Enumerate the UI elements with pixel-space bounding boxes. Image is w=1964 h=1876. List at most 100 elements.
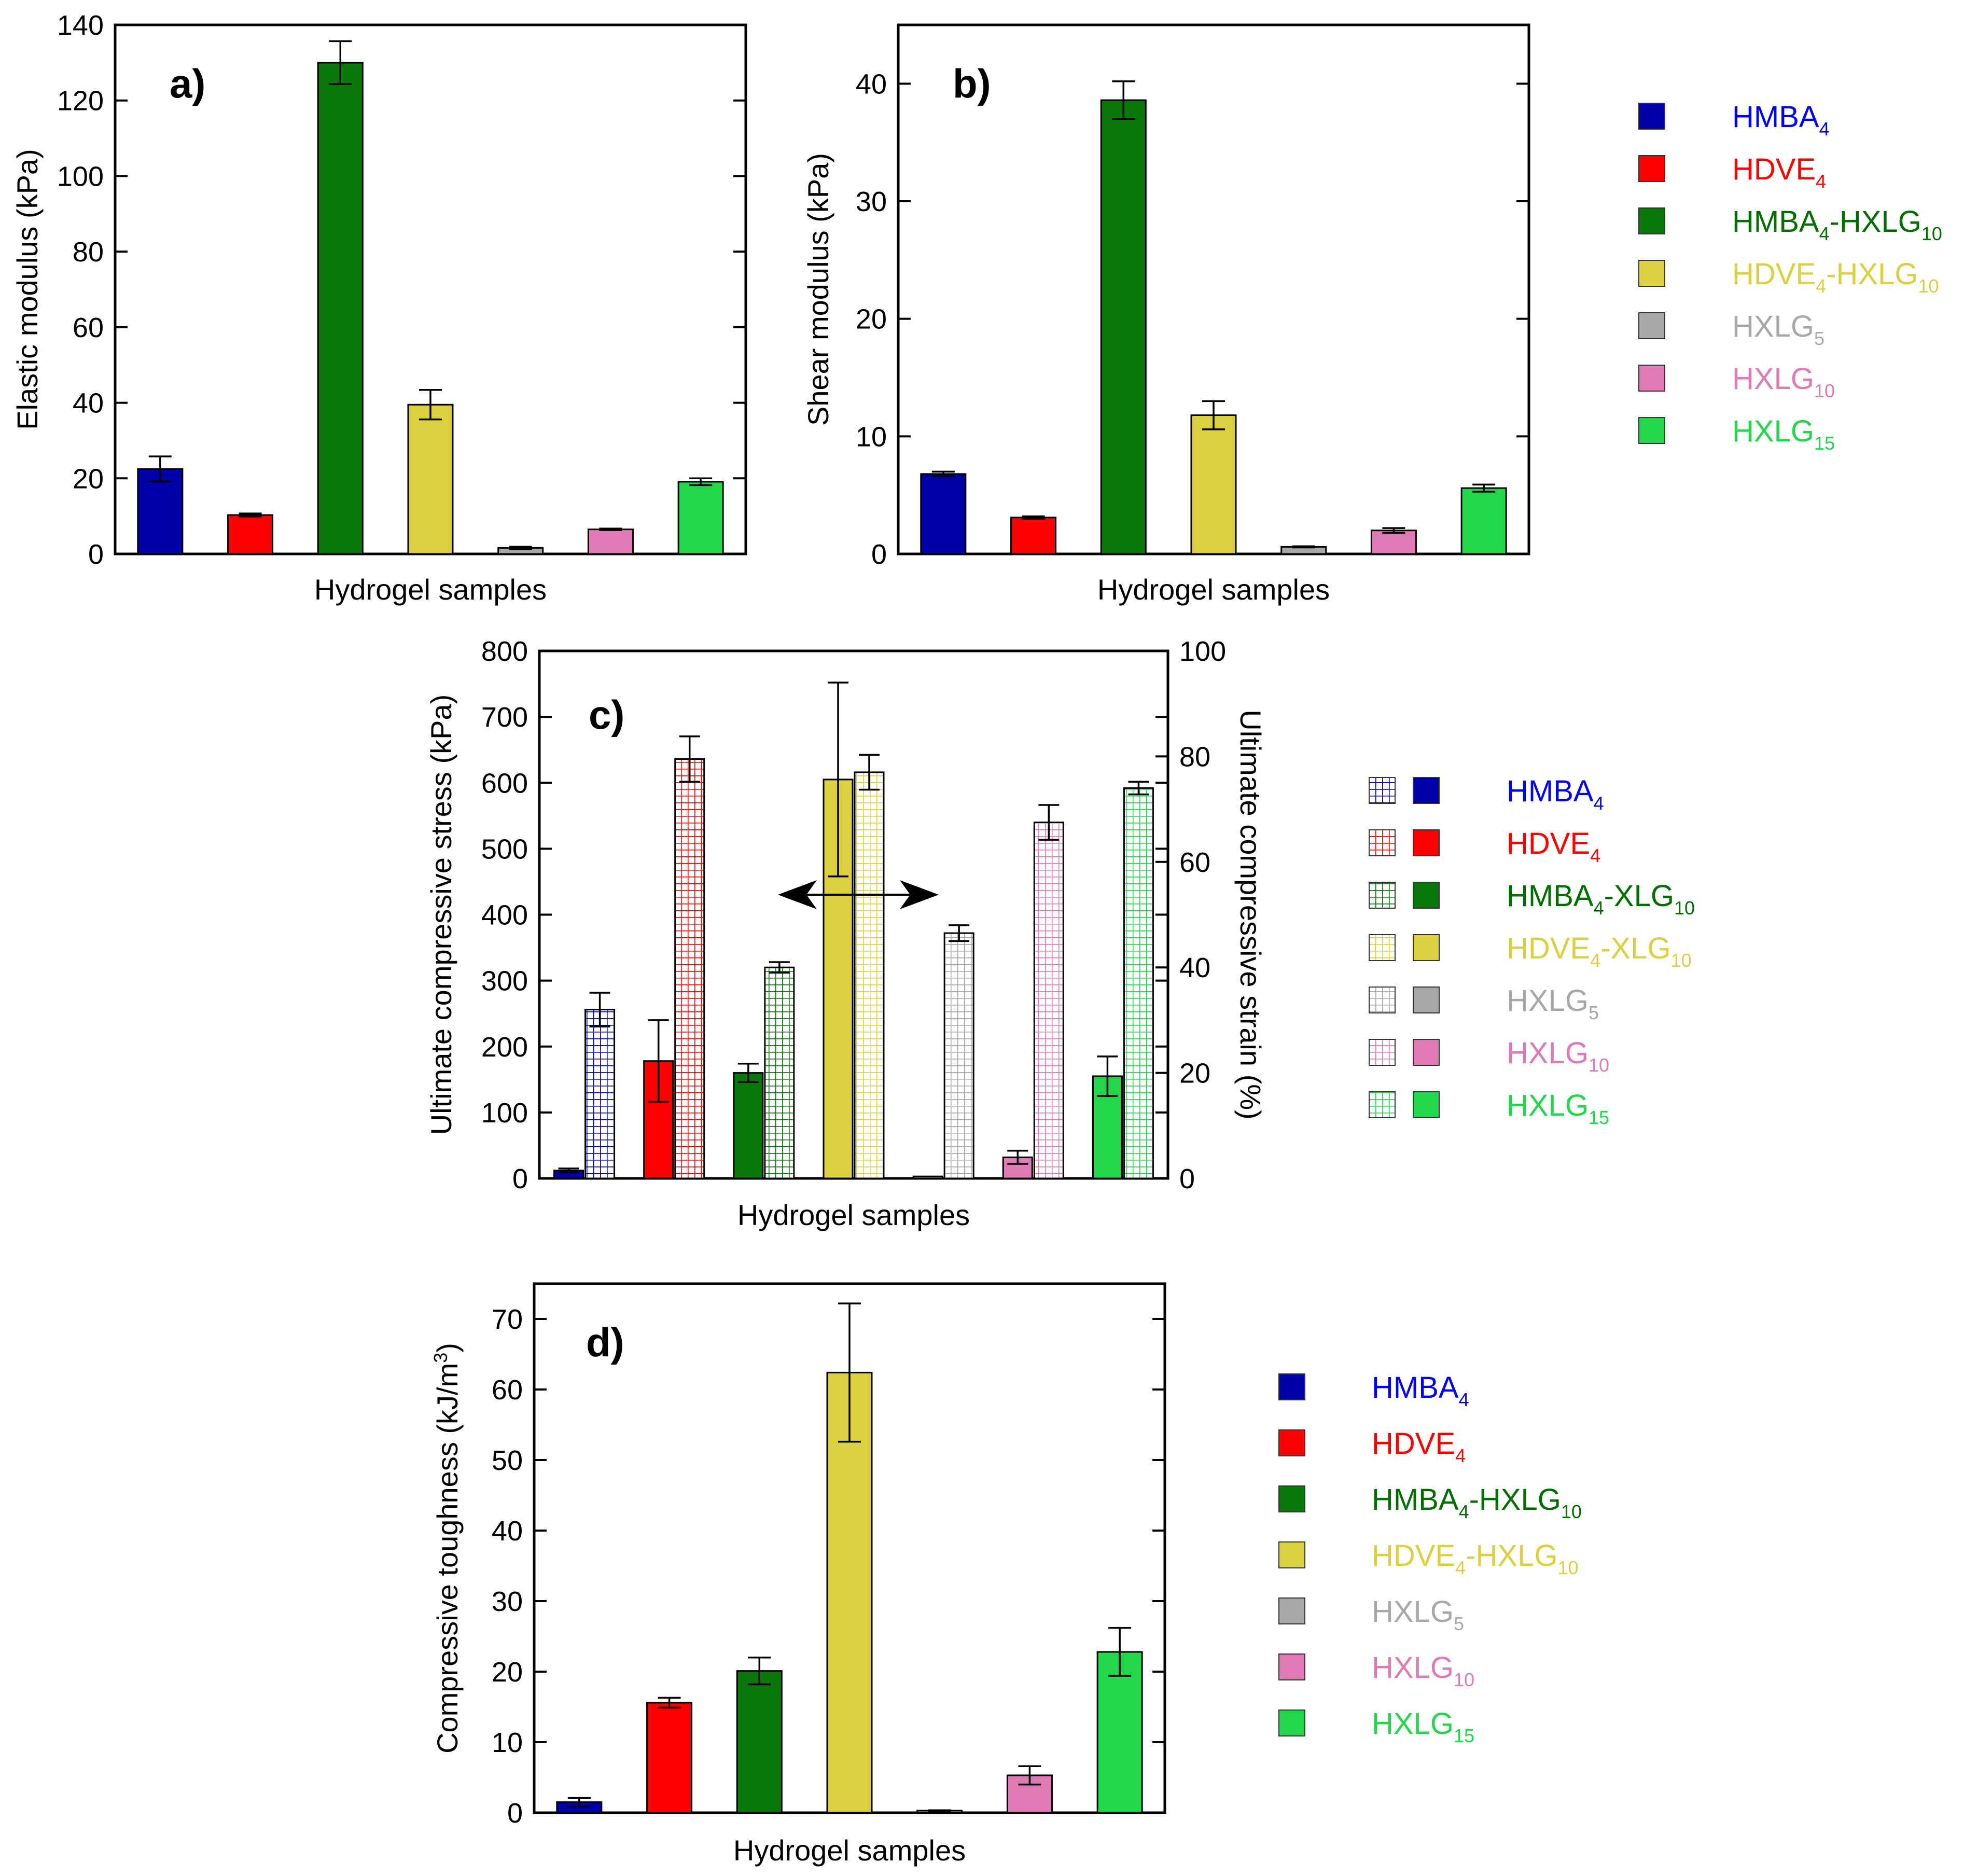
- y-tick-label: 0: [871, 539, 887, 570]
- legend-label: HMBA4: [1372, 1371, 1469, 1410]
- legend-item-HMBA4-HXLG10: HMBA4-HXLG10: [1278, 1483, 1582, 1522]
- legend-swatch: [1638, 260, 1665, 287]
- y-axis-label-tail: ): [431, 1343, 464, 1353]
- legend-label-sub2: 10: [1557, 1557, 1578, 1578]
- legend-label-sub2: 10: [1918, 275, 1939, 297]
- legend-label: HXLG15: [1372, 1707, 1474, 1746]
- legend-swatch: [1278, 1373, 1305, 1400]
- y-axis-label-main: Compressive toughness (kJ/m: [431, 1363, 464, 1754]
- legend-swatch-solid: [1413, 829, 1440, 856]
- legend-label: HXLG10: [1732, 362, 1835, 401]
- strain-bar-HDVE4: [674, 758, 705, 1179]
- legend-swatch-solid: [1413, 777, 1440, 804]
- legend-label-main: HMBA: [1507, 879, 1594, 913]
- legend-label-sub: 15: [1454, 1725, 1474, 1746]
- legend-swatch-solid: [1413, 882, 1440, 909]
- legend-swatch: [1638, 103, 1665, 130]
- legend-label-sub: 10: [1814, 380, 1835, 401]
- legend-label-sub: 5: [1589, 1002, 1599, 1023]
- y2-tick-label: 0: [1179, 1163, 1195, 1194]
- legend-label-main: HXLG: [1732, 310, 1814, 343]
- legend-label-main: HXLG: [1372, 1651, 1454, 1685]
- legend-item-HDVE4: HDVE4: [1369, 827, 1600, 866]
- legend-label-main: HDVE: [1732, 257, 1816, 291]
- legend-label-main: HXLG: [1507, 1036, 1589, 1070]
- y2-tick-label: 40: [1179, 952, 1210, 983]
- panel-label: a): [170, 61, 205, 106]
- y-axis-label: Compressive toughness (kJ/m3): [430, 1343, 464, 1754]
- legend-item-HDVE4-HXLG10: HDVE4-HXLG10: [1638, 257, 1939, 297]
- legend-item-HXLG15: HXLG15: [1278, 1707, 1474, 1746]
- y-tick-label: 40: [73, 388, 104, 419]
- legend-item-HXLG5: HXLG5: [1638, 310, 1824, 349]
- legend-swatch-hatched: [1369, 829, 1396, 856]
- legend-item-HXLG10: HXLG10: [1638, 362, 1835, 401]
- y-tick-label: 100: [481, 1097, 528, 1129]
- legend-label-sub2: 10: [1921, 223, 1942, 244]
- legend-label: HXLG5: [1372, 1595, 1464, 1634]
- legend-item-HMBA4-HXLG10: HMBA4-HXLG10: [1638, 205, 1942, 244]
- legend-label-main: HXLG: [1372, 1707, 1454, 1741]
- x-axis-label: Hydrogel samples: [733, 1834, 966, 1867]
- y-tick-label: 700: [481, 702, 528, 733]
- y-tick-label: 600: [481, 768, 528, 799]
- legend-swatch-hatched: [1369, 986, 1396, 1013]
- y2-tick-label: 20: [1179, 1058, 1210, 1089]
- legend-swatch: [1638, 312, 1665, 339]
- y-tick-label: 40: [856, 68, 887, 100]
- legend-label-main: HDVE: [1507, 827, 1590, 860]
- legend-item-HMBA4: HMBA4: [1638, 100, 1830, 140]
- y-tick-label: 60: [73, 312, 104, 343]
- legend-label: HXLG15: [1507, 1089, 1609, 1128]
- x-axis-label: Hydrogel samples: [314, 573, 547, 606]
- legend-label-main: HDVE: [1372, 1427, 1455, 1461]
- legend-label-sub: 4: [1816, 171, 1826, 192]
- legend-panel-d: HMBA4HDVE4HMBA4-HXLG10HDVE4-HXLG10HXLG5H…: [1278, 1371, 1582, 1746]
- y-tick-label: 80: [73, 237, 104, 268]
- y-tick-label: 40: [492, 1516, 523, 1547]
- y-axis-label: Shear modulus (kPa): [802, 153, 834, 426]
- y-tick-label: 0: [88, 539, 104, 570]
- y-tick-label: 500: [481, 833, 528, 865]
- panel-label: c): [589, 692, 624, 738]
- y-axis-label-sup: 3: [430, 1353, 451, 1363]
- panel-b-shear-modulus: 0 10 20 30 40 b) Hydrogel samples Shear modulus…: [802, 23, 1530, 606]
- y-tick-label: 70: [492, 1304, 523, 1335]
- legend-item-HXLG10: HXLG10: [1369, 1036, 1609, 1076]
- legend-item-HDVE4-HXLG10: HDVE4-XLG10: [1369, 932, 1692, 971]
- y-tick-label: 20: [492, 1657, 523, 1688]
- strain-bar-HDVE4-HXLG10: [854, 771, 885, 1179]
- legend-label-sub: 4: [1819, 223, 1830, 244]
- y-tick-label: 100: [57, 161, 104, 192]
- legend-label-sub: 4: [1590, 845, 1600, 866]
- y-tick-label: 400: [481, 900, 528, 931]
- legend-label-main: HMBA: [1372, 1371, 1459, 1405]
- legend-label-sub: 4: [1455, 1445, 1466, 1466]
- legend-label-main: HXLG: [1372, 1595, 1454, 1629]
- y-axis-label: Elastic modulus (kPa): [11, 149, 44, 430]
- legend-swatch-hatched: [1369, 882, 1396, 909]
- legend-swatch-hatched: [1369, 934, 1396, 961]
- y-tick-label: 200: [481, 1032, 528, 1063]
- legend-swatch-solid: [1413, 1039, 1440, 1066]
- panel-a-elastic-modulus: 0 20 40 60 80 100 120 140 a) Hydrogel samples Elas…: [11, 10, 747, 606]
- legend-swatch: [1278, 1541, 1305, 1568]
- legend-label-sub: 4: [1594, 793, 1604, 814]
- legend-swatch-hatched: [1369, 1039, 1396, 1066]
- left-arrow-head: [778, 880, 817, 909]
- bar-HMBA4-HXLG10: [1100, 99, 1147, 555]
- y-tick-label: 20: [856, 304, 887, 335]
- y2-tick-label: 80: [1179, 741, 1210, 772]
- bar-HMBA4-HXLG10: [317, 62, 364, 555]
- panel-label: b): [953, 61, 991, 106]
- legend-panel-c: HMBA4HDVE4HMBA4-XLG10HDVE4-XLG10HXLG5HXL…: [1369, 774, 1695, 1128]
- legend-label: HMBA4: [1732, 100, 1830, 140]
- legend-label-main: HMBA: [1732, 205, 1819, 239]
- legend-label: HMBA4-HXLG10: [1372, 1483, 1582, 1522]
- legend-label-sub: 4: [1459, 1389, 1469, 1410]
- legend-label: HMBA4: [1507, 774, 1604, 814]
- x-axis-label: Hydrogel samples: [737, 1199, 970, 1231]
- legend-label-sub: 4: [1459, 1501, 1469, 1522]
- legend-label: HXLG10: [1507, 1036, 1609, 1076]
